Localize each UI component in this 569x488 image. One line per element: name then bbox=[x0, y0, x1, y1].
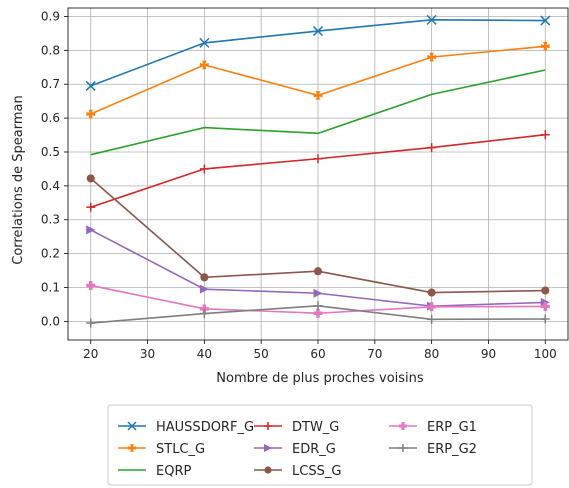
data-point bbox=[86, 318, 96, 328]
x-tick-label: 90 bbox=[481, 347, 496, 361]
legend-item: EDR_G bbox=[254, 442, 336, 457]
data-point bbox=[313, 154, 323, 164]
data-point bbox=[86, 174, 95, 183]
legend-label: LCSS_G bbox=[292, 464, 341, 479]
legend-item: EQRP bbox=[118, 464, 191, 479]
data-point bbox=[86, 280, 96, 290]
data-point bbox=[199, 60, 209, 70]
legend-label: HAUSSDORF_G bbox=[156, 420, 254, 435]
x-tick-label: 100 bbox=[534, 347, 557, 361]
legend-label: EQRP bbox=[156, 464, 191, 479]
x-tick-label: 80 bbox=[424, 347, 439, 361]
x-tick-label: 40 bbox=[197, 347, 212, 361]
data-point bbox=[313, 308, 323, 318]
y-tick-label: 0.4 bbox=[41, 179, 60, 193]
legend-item: DTW_G bbox=[254, 420, 339, 435]
grid bbox=[68, 8, 568, 340]
y-tick-label: 0.1 bbox=[41, 280, 60, 294]
data-point bbox=[313, 301, 323, 311]
series bbox=[86, 301, 550, 328]
y-tick-label: 0.2 bbox=[41, 247, 60, 261]
series bbox=[86, 280, 550, 318]
data-point bbox=[199, 164, 209, 174]
legend: HAUSSDORF_G STLC_G EQRP DTW_G EDR_G LCSS_G ERP… bbox=[107, 404, 533, 486]
data-point bbox=[86, 225, 96, 235]
y-tick-label: 0.5 bbox=[41, 145, 60, 159]
legend-label: ERP_G1 bbox=[427, 420, 477, 435]
x-axis-label: Nombre de plus proches voisins bbox=[216, 371, 424, 386]
x-tick-label: 60 bbox=[310, 347, 325, 361]
legend-label: EDR_G bbox=[292, 442, 336, 457]
data-point bbox=[264, 466, 272, 474]
data-point bbox=[200, 273, 209, 282]
legend-label: STLC_G bbox=[156, 442, 205, 457]
axes: 20 30 40 50 60 70 80 90 100 0.0 0.1 0.2 0.3 0.4 0.5 0.6… bbox=[41, 7, 569, 361]
series bbox=[85, 14, 551, 91]
data-point bbox=[313, 267, 323, 276]
series bbox=[90, 69, 546, 156]
x-tick-label: 50 bbox=[254, 347, 269, 361]
y-tick-label: 0.8 bbox=[41, 43, 60, 57]
series bbox=[86, 41, 550, 119]
data-point bbox=[86, 109, 96, 119]
plot-frame bbox=[67, 7, 569, 341]
legend-item: ERP_G2 bbox=[389, 442, 477, 457]
data-point bbox=[312, 26, 324, 37]
legend-item: ERP_G1 bbox=[389, 420, 477, 435]
data-point bbox=[427, 302, 437, 312]
data-point bbox=[540, 15, 551, 26]
series bbox=[86, 174, 550, 297]
y-tick-label: 0.9 bbox=[41, 9, 60, 23]
data-point bbox=[199, 309, 209, 319]
legend-item: LCSS_G bbox=[254, 464, 341, 479]
series bbox=[86, 130, 550, 212]
data-point bbox=[199, 304, 209, 314]
data-point bbox=[313, 91, 323, 100]
data-point bbox=[264, 422, 272, 430]
data-point bbox=[540, 130, 550, 140]
data-point bbox=[427, 288, 436, 297]
x-tick-label: 20 bbox=[83, 347, 98, 361]
legend-item: HAUSSDORF_G bbox=[118, 420, 254, 435]
data-point bbox=[264, 444, 272, 452]
y-tick-label: 0.7 bbox=[41, 77, 60, 91]
data-point bbox=[85, 80, 96, 91]
series-lines bbox=[85, 14, 551, 328]
data-point bbox=[199, 37, 210, 48]
data-point bbox=[427, 314, 437, 324]
data-point bbox=[86, 202, 96, 212]
legend-box bbox=[107, 404, 533, 486]
x-tick-label: 30 bbox=[140, 347, 155, 361]
y-tick-label: 0.0 bbox=[41, 314, 60, 328]
legend-label: ERP_G2 bbox=[427, 442, 477, 457]
legend-label: DTW_G bbox=[292, 420, 339, 435]
data-point bbox=[426, 14, 437, 25]
y-axis-label: Correlations de Spearman bbox=[11, 95, 26, 264]
data-point bbox=[541, 286, 550, 295]
data-point bbox=[399, 422, 407, 430]
data-point bbox=[540, 301, 550, 311]
series-line bbox=[90, 69, 546, 156]
data-point bbox=[199, 284, 209, 294]
data-point bbox=[313, 288, 323, 298]
data-point bbox=[540, 41, 550, 51]
x-tick-label: 70 bbox=[367, 347, 382, 361]
data-point bbox=[427, 143, 437, 153]
data-point bbox=[427, 52, 437, 62]
y-tick-label: 0.6 bbox=[41, 111, 60, 125]
data-point bbox=[540, 314, 550, 324]
y-tick-label: 0.3 bbox=[41, 213, 60, 227]
data-point bbox=[128, 444, 136, 452]
data-point bbox=[127, 421, 137, 431]
legend-item: STLC_G bbox=[118, 442, 205, 457]
data-point bbox=[399, 444, 407, 452]
